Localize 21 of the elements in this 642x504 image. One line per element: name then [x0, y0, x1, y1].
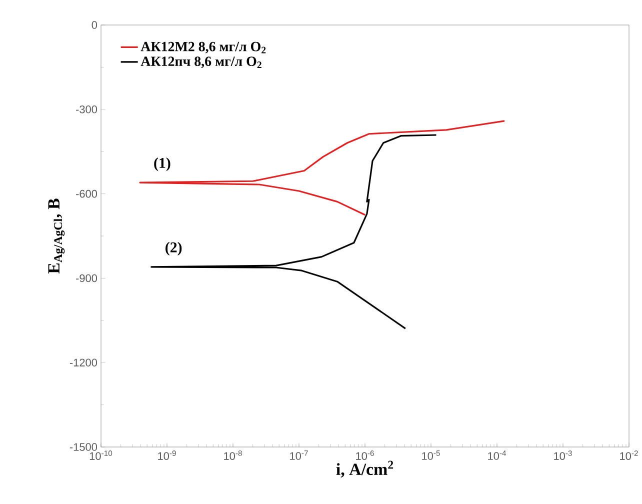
annotation: (1) — [154, 158, 170, 172]
y-tick-label: -1200 — [70, 358, 98, 366]
x-tick-label: 10$^{-6}$ — [356, 450, 374, 460]
annotation: (2) — [166, 242, 182, 256]
x-tick-label: 10$^{-8}$ — [224, 450, 242, 460]
y-tick-label: -900 — [76, 274, 98, 282]
x-tick-label: 10$^{-2}$ — [620, 450, 638, 460]
x-tick-label: 10$^{-5}$ — [422, 450, 440, 460]
y-tick-label: 0 — [92, 21, 98, 29]
y-tick-label: -600 — [76, 190, 98, 198]
x-tick-label: 10$^{-4}$ — [488, 450, 506, 460]
y-axis-title: E$_{Ag/AgCl}$, В — [48, 198, 65, 274]
y-tick-label: -300 — [76, 106, 98, 114]
legend-label: АК12М2 8,6 мг/л O$_{2}$ — [140, 42, 266, 54]
legend-label: АК12пч 8,6 мг/л O$_{2}$ — [140, 56, 262, 68]
x-tick-label: 10$^{-9}$ — [158, 450, 176, 460]
y-tick-label: -1500 — [70, 443, 98, 451]
x-axis-title: i, A/cm$^{2}$ — [336, 460, 394, 478]
x-tick-label: 10$^{-10}$ — [90, 450, 112, 460]
x-tick-label: 10$^{-3}$ — [554, 450, 572, 460]
x-tick-label: 10$^{-7}$ — [290, 450, 308, 460]
